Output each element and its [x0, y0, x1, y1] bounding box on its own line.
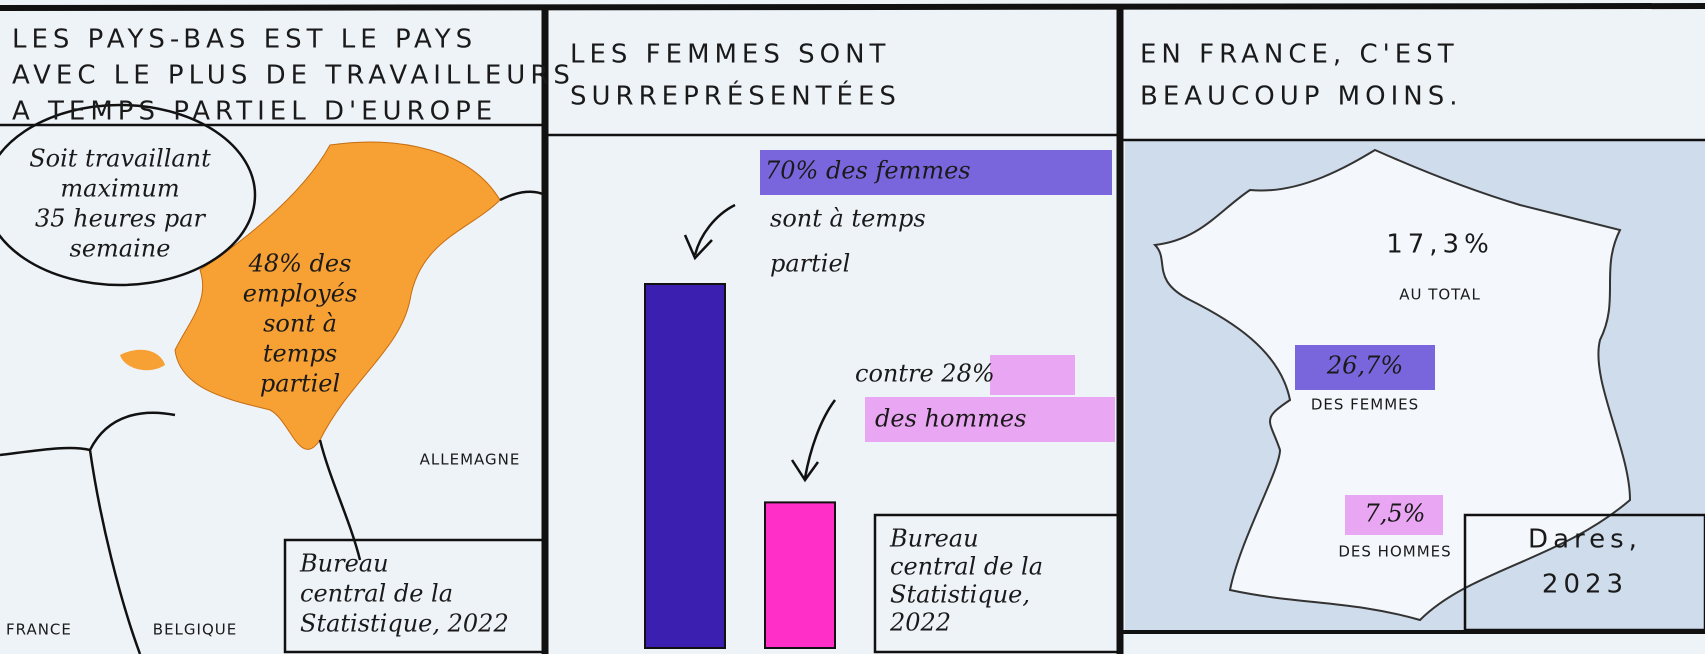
annotation: 70% des femmes — [765, 157, 971, 185]
island — [120, 349, 165, 371]
stat-label: DES FEMMES — [1311, 396, 1419, 414]
stat-value: 7,5% — [1365, 500, 1426, 528]
panel-title: EN FRANCE, C'EST — [1140, 40, 1459, 70]
panel-title: A TEMPS PARTIEL D'EUROPE — [12, 97, 497, 127]
map-text: sont à — [263, 310, 337, 338]
annotation: sont à temps — [770, 205, 926, 233]
panel-title: LES FEMMES SONT — [570, 40, 890, 70]
netherlands-map — [174, 141, 501, 450]
arrow — [790, 399, 837, 483]
panel-title: AVEC LE PLUS DE TRAVAILLEURS — [12, 61, 575, 91]
source-text: 2023 — [1542, 570, 1628, 600]
frame — [0, 3, 1705, 11]
map-text: temps — [263, 340, 337, 368]
stat-label: DES HOMMES — [1338, 543, 1451, 561]
source-text: central de la — [300, 580, 453, 608]
bar — [644, 283, 726, 649]
bubble-text: Soit travaillant — [29, 145, 211, 173]
source-text: Statistique, 2022 — [300, 610, 509, 638]
stat-value: 26,7% — [1326, 352, 1403, 380]
map-label: BELGIQUE — [153, 621, 237, 639]
bars — [644, 283, 836, 649]
map-text: partiel — [260, 370, 340, 398]
source-text: Bureau — [889, 525, 979, 553]
source-text: central de la — [890, 553, 1043, 581]
bar — [764, 501, 836, 649]
map-text: employés — [243, 280, 358, 308]
stat-label: AU TOTAL — [1399, 286, 1481, 304]
highlight — [865, 397, 1115, 442]
source-text: Bureau — [299, 550, 389, 578]
highlight — [760, 150, 1112, 195]
arrow — [683, 203, 736, 261]
bubble-text: semaine — [70, 235, 171, 263]
annotation: des hommes — [875, 405, 1026, 433]
stat-value: 17,3% — [1386, 230, 1494, 260]
annotation: partiel — [770, 250, 850, 278]
bubble — [0, 103, 257, 287]
map-label: ALLEMAGNE — [420, 451, 521, 469]
source-text: Statistique, — [890, 581, 1030, 609]
panel-title: SURREPRÉSENTÉES — [570, 80, 901, 112]
highlight — [1345, 495, 1443, 535]
map-text: 48% des — [248, 250, 352, 278]
highlight — [1295, 345, 1435, 390]
bubble-text: maximum — [60, 175, 179, 203]
highlight — [990, 355, 1075, 395]
annotation: contre 28% — [855, 360, 995, 388]
map-label: FRANCE — [6, 621, 72, 639]
source-text: 2022 — [889, 609, 951, 637]
bubble-text: 35 heures par — [35, 205, 207, 233]
texts: LES PAYS-BAS EST LE PAYS AVEC LE PLUS DE … — [6, 25, 1642, 639]
panel-title: LES PAYS-BAS EST LE PAYS — [12, 25, 477, 55]
source-text: Dares, — [1528, 525, 1642, 555]
border — [0, 446, 142, 654]
panel-title: BEAUCOUP MOINS. — [1140, 82, 1462, 112]
